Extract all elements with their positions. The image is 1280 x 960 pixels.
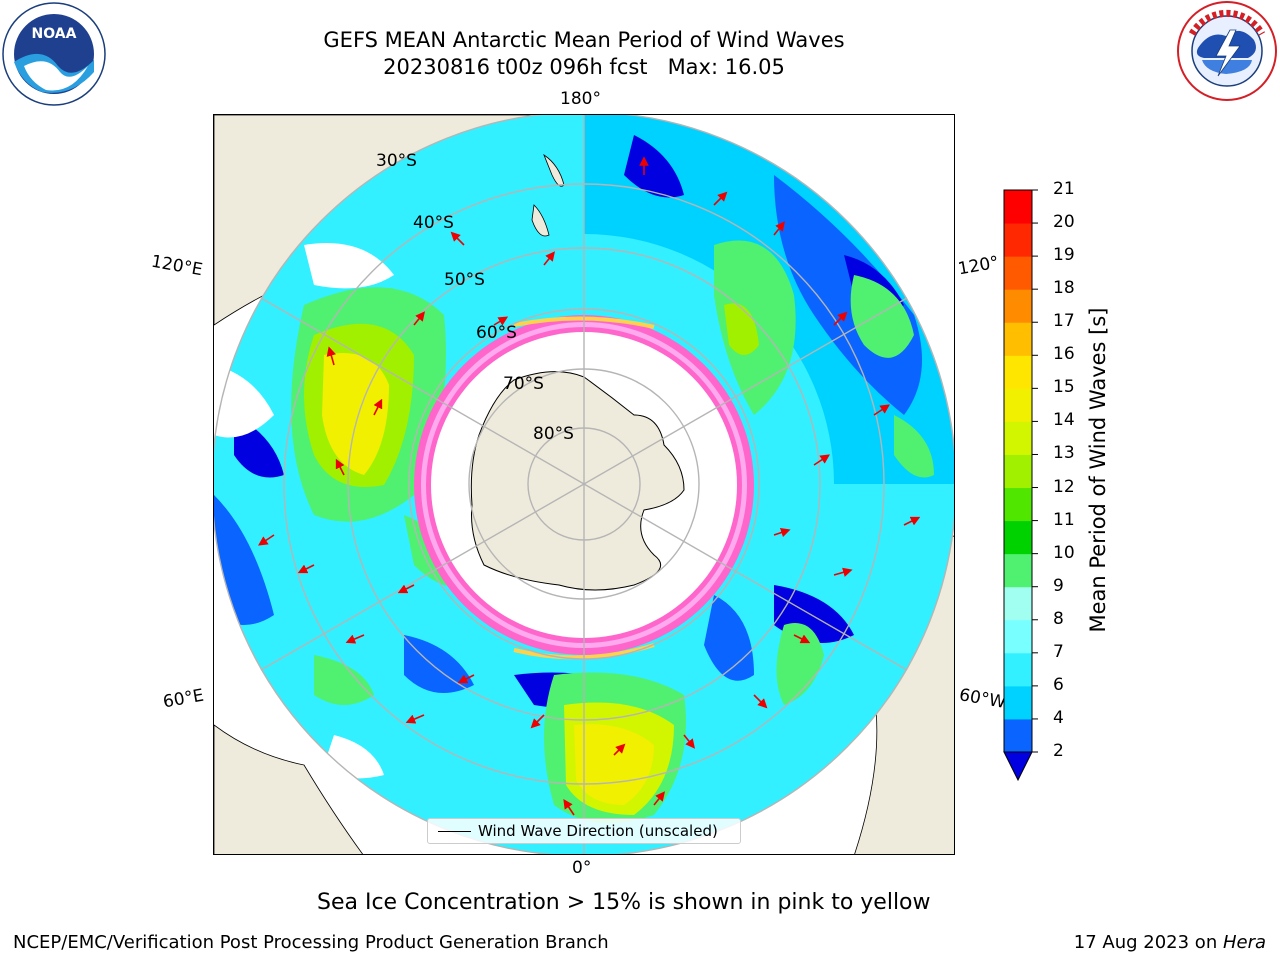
- sea-ice-note: Sea Ice Concentration > 15% is shown in …: [317, 890, 931, 915]
- arrow: [813, 454, 830, 466]
- arrow: [335, 458, 345, 476]
- chart-title: GEFS MEAN Antarctic Mean Period of Wind …: [323, 28, 845, 52]
- colorbar-tick-label: 8: [1053, 608, 1064, 629]
- arrow: [833, 311, 848, 326]
- colorbar-outline: [1003, 189, 1033, 753]
- arrow: [873, 404, 890, 416]
- arrow: [543, 251, 555, 266]
- arrow: [773, 527, 791, 538]
- colorbar-tick-label: 15: [1053, 377, 1075, 398]
- footer-producer: NCEP/EMC/Verification Post Processing Pr…: [13, 932, 609, 953]
- arrow: [450, 231, 465, 246]
- colorbar-extend-min: [1003, 751, 1033, 782]
- noaa-logo-text: NOAA: [32, 26, 77, 42]
- lon-label-bottom: 0°: [572, 858, 592, 878]
- colorbar-tick-label: 17: [1053, 311, 1075, 332]
- map-panel[interactable]: [213, 114, 955, 855]
- arrow: [713, 191, 728, 206]
- colorbar-segment: [1004, 355, 1032, 389]
- colorbar-segment: [1004, 586, 1032, 621]
- footer-date: 17 Aug 2023 on Hera: [1074, 932, 1266, 953]
- arrow: [326, 346, 336, 366]
- lon-label-120w: 120°: [956, 252, 1001, 280]
- colorbar-segment: [1004, 685, 1032, 720]
- lon-label-120e: 120°E: [149, 251, 205, 281]
- lat-label-70s: 70°S: [503, 374, 544, 394]
- colorbar-tick-label: 14: [1053, 410, 1075, 431]
- wind-wave-arrows: [258, 156, 921, 816]
- colorbar-tick-label: 20: [1053, 212, 1075, 233]
- colorbar-tick-label: 2: [1053, 741, 1064, 761]
- colorbar-segment: [1004, 322, 1032, 356]
- arrow: [297, 564, 315, 574]
- colorbar-segment: [1004, 619, 1032, 654]
- colorbar-segment: [1004, 289, 1032, 323]
- colorbar-segment: [1004, 223, 1032, 257]
- colorbar-tick-label: 11: [1053, 509, 1075, 530]
- arrow: [793, 634, 811, 644]
- footer-date-text: 17 Aug 2023 on: [1073, 932, 1223, 953]
- chart-subtitle: 20230816 t00z 096h fcst Max: 16.05: [383, 55, 785, 79]
- colorbar-tick-label: 13: [1053, 443, 1075, 464]
- colorbar-segment: [1004, 520, 1032, 555]
- arrow: [833, 567, 853, 577]
- arrow: [683, 734, 695, 749]
- arrow: [653, 791, 665, 806]
- arrow: [258, 534, 275, 546]
- arrow: [530, 714, 545, 729]
- arrow: [345, 634, 365, 644]
- colorbar-segment: [1004, 421, 1032, 455]
- arrow: [413, 311, 425, 326]
- lat-label-30s: 30°S: [376, 151, 417, 171]
- arrow: [405, 714, 425, 724]
- colorbar-tick-label: 18: [1053, 278, 1075, 299]
- footer-machine: Hera: [1222, 932, 1266, 953]
- colorbar-tick-label: 10: [1053, 542, 1075, 563]
- polar-map: [214, 115, 954, 854]
- colorbar-segment: [1004, 553, 1032, 588]
- arrow: [773, 221, 785, 236]
- land-africa: [214, 724, 364, 854]
- nws-logo: [1177, 1, 1277, 101]
- colorbar-tick-label: 7: [1053, 641, 1064, 662]
- arrow: [373, 398, 383, 416]
- colorbar-tick-label: 16: [1053, 344, 1075, 365]
- colorbar-tick-label: 19: [1053, 245, 1075, 266]
- arrow: [397, 584, 415, 594]
- colorbar-segment: [1004, 487, 1032, 522]
- arrow: [493, 316, 509, 326]
- colorbar-segment: [1004, 388, 1032, 422]
- arrow: [563, 799, 575, 816]
- colorbar: [1003, 189, 1038, 782]
- lat-label-50s: 50°S: [444, 270, 485, 290]
- arrow: [753, 694, 768, 709]
- colorbar-segment: [1004, 652, 1032, 687]
- legend-text: Wind Wave Direction (unscaled): [478, 822, 718, 840]
- colorbar-segment: [1004, 718, 1032, 753]
- colorbar-tick-label: 4: [1053, 707, 1064, 728]
- lat-label-40s: 40°S: [413, 213, 454, 233]
- colorbar-tick-label: 21: [1053, 179, 1075, 199]
- legend-line-swatch: [438, 831, 471, 832]
- colorbar-tick-label: 6: [1053, 674, 1064, 695]
- noaa-logo: NOAA: [2, 2, 106, 106]
- colorbar-tick-label: 12: [1053, 476, 1075, 497]
- lat-label-80s: 80°S: [533, 424, 574, 444]
- graticule: [214, 115, 954, 854]
- colorbar-label: Mean Period of Wind Waves [s]: [1086, 307, 1110, 633]
- arrow: [903, 516, 921, 526]
- lon-label-top: 180°: [560, 89, 601, 109]
- arrow: [457, 674, 475, 684]
- legend: Wind Wave Direction (unscaled): [427, 818, 741, 844]
- lat-label-60s: 60°S: [476, 323, 517, 343]
- colorbar-segment: [1004, 454, 1032, 489]
- colorbar-segment: [1004, 190, 1032, 224]
- colorbar-segment: [1004, 256, 1032, 290]
- arrow: [613, 743, 626, 756]
- colorbar-tick-label: 9: [1053, 575, 1064, 596]
- lon-label-60e: 60°E: [161, 685, 206, 713]
